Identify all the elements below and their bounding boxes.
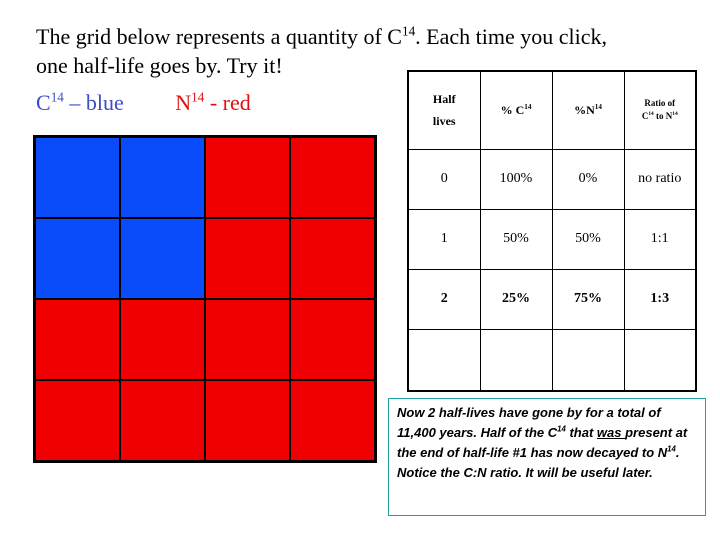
table-header-row: Half lives % C14 %N14 Ratio of C14 to N14 — [407, 70, 697, 150]
header-ratio: Ratio of C14 to N14 — [623, 70, 697, 150]
table-row — [407, 328, 697, 392]
cell-pct-n — [551, 328, 625, 392]
table-row: 1 50% 50% 1:1 — [407, 208, 697, 270]
cell-half-lives: 0 — [407, 148, 481, 210]
carbon-cell — [35, 137, 120, 218]
carbon-legend: C14 – blue — [36, 89, 124, 115]
cell-pct-c: 50% — [479, 208, 553, 270]
title-line1: The grid below represents a quantity of … — [36, 23, 607, 49]
title-line2: one half-life goes by. Try it! — [36, 53, 283, 78]
cell-ratio: 1:3 — [623, 268, 697, 330]
table-row: 2 25% 75% 1:3 — [407, 268, 697, 330]
cell-ratio: 1:1 — [623, 208, 697, 270]
nitrogen-cell — [205, 299, 290, 380]
nitrogen-cell — [290, 380, 375, 461]
half-life-table: Half lives % C14 %N14 Ratio of C14 to N14 … — [407, 70, 697, 392]
instruction-text: The grid below represents a quantity of … — [36, 22, 716, 80]
cell-half-lives: 2 — [407, 268, 481, 330]
cell-pct-n: 0% — [551, 148, 625, 210]
header-pct-n: %N14 — [551, 70, 625, 150]
cell-pct-n: 50% — [551, 208, 625, 270]
nitrogen-legend: N14 - red — [175, 89, 251, 115]
header-pct-c: % C14 — [479, 70, 553, 150]
cell-pct-c: 25% — [479, 268, 553, 330]
nitrogen-cell — [205, 137, 290, 218]
header-half-lives: Half lives — [407, 70, 481, 150]
nitrogen-cell — [205, 380, 290, 461]
nitrogen-cell — [290, 137, 375, 218]
nitrogen-cell — [120, 299, 205, 380]
table-row: 0 100% 0% no ratio — [407, 148, 697, 210]
color-legend: C14 – blue N14 - red — [36, 88, 251, 117]
nitrogen-cell — [35, 380, 120, 461]
cell-pct-c — [479, 328, 553, 392]
cell-pct-n: 75% — [551, 268, 625, 330]
cell-ratio: no ratio — [623, 148, 697, 210]
decay-grid[interactable] — [33, 135, 377, 463]
cell-half-lives: 1 — [407, 208, 481, 270]
explanation-note: Now 2 half-lives have gone by for a tota… — [388, 398, 706, 516]
cell-ratio — [623, 328, 697, 392]
carbon-cell — [35, 218, 120, 299]
nitrogen-cell — [120, 380, 205, 461]
carbon-cell — [120, 137, 205, 218]
cell-half-lives — [407, 328, 481, 392]
nitrogen-cell — [290, 218, 375, 299]
carbon-cell — [120, 218, 205, 299]
cell-pct-c: 100% — [479, 148, 553, 210]
nitrogen-cell — [205, 218, 290, 299]
nitrogen-cell — [290, 299, 375, 380]
nitrogen-cell — [35, 299, 120, 380]
